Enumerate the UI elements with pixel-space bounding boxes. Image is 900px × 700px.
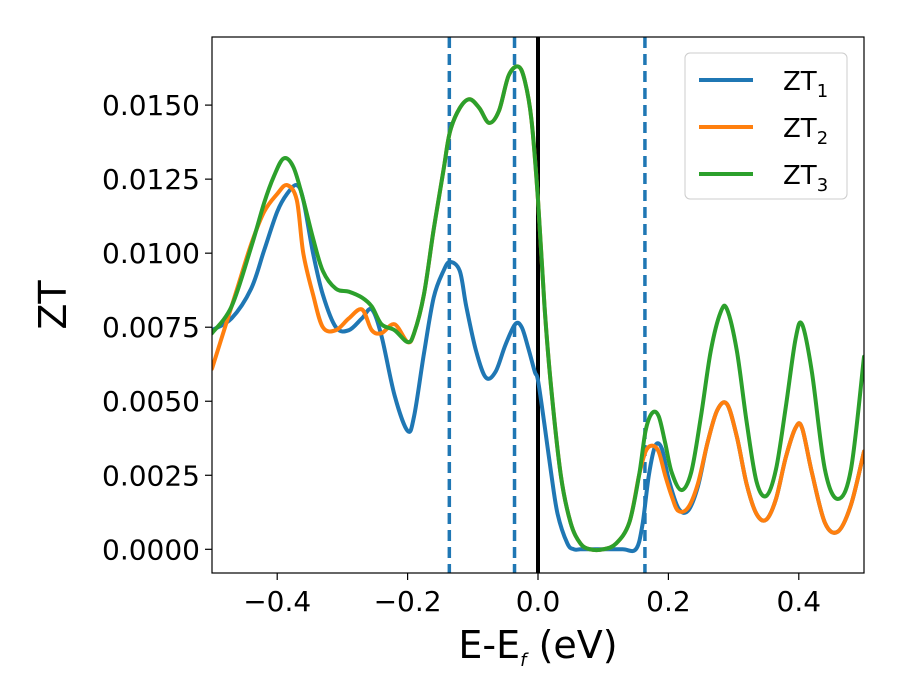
series-line-zt3 bbox=[212, 64, 864, 553]
y-tick-label: 0.0150 bbox=[102, 89, 200, 122]
x-axis-ticks: −0.4 −0.2 0.0 0.2 0.4 bbox=[243, 573, 821, 618]
legend: ZT1 ZT2 ZT3 bbox=[684, 52, 848, 200]
x-tick-label: −0.4 bbox=[243, 585, 311, 618]
x-tick-label: 0.4 bbox=[777, 585, 822, 618]
y-tick-label: 0.0125 bbox=[102, 163, 200, 196]
legend-label-zt1: ZT1 bbox=[783, 67, 828, 102]
x-tick-label: 0.0 bbox=[516, 585, 561, 618]
legend-label-zt3: ZT3 bbox=[783, 161, 828, 196]
y-tick-label: 0.0050 bbox=[102, 385, 200, 418]
legend-box bbox=[684, 52, 848, 200]
x-axis-label-subscript: f bbox=[520, 650, 529, 671]
y-tick-label: 0.0000 bbox=[102, 533, 200, 566]
y-tick-label: 0.0100 bbox=[102, 237, 200, 270]
y-tick-label: 0.0075 bbox=[102, 311, 200, 344]
x-tick-label: −0.2 bbox=[374, 585, 442, 618]
legend-label-zt2: ZT2 bbox=[783, 114, 828, 149]
y-axis-ticks: 0.0000 0.0025 0.0050 0.0075 0.0100 0.0125 0.01… bbox=[102, 89, 212, 566]
vertical-reference-lines bbox=[447, 37, 647, 573]
series-lines bbox=[212, 64, 864, 554]
y-tick-label: 0.0025 bbox=[102, 459, 200, 492]
y-axis-label: ZT bbox=[31, 280, 75, 330]
x-tick-label: 0.2 bbox=[646, 585, 691, 618]
x-axis-label: E-Ef (eV) bbox=[458, 623, 617, 671]
